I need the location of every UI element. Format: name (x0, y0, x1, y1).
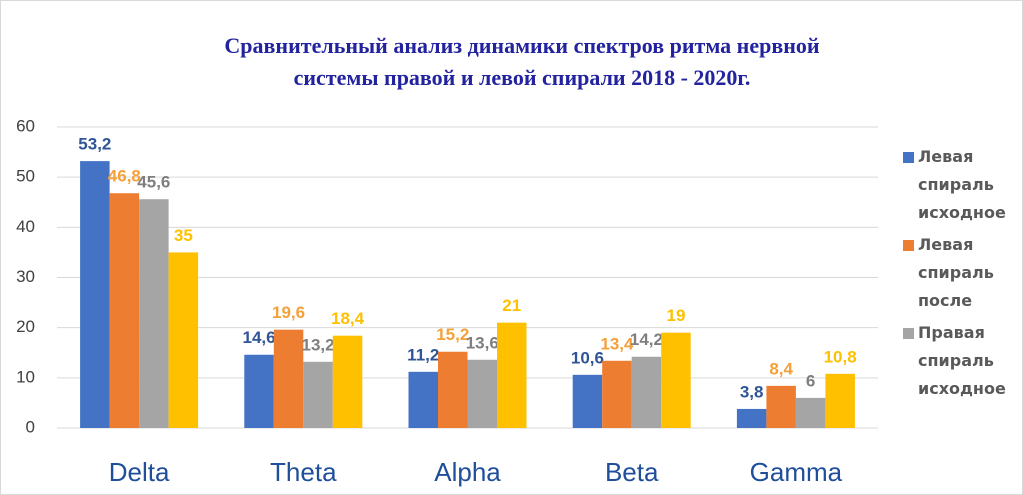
legend-swatch (903, 240, 914, 251)
bar (631, 356, 662, 428)
data-label: 35 (174, 226, 193, 245)
bar (766, 385, 796, 428)
bar (273, 329, 304, 428)
data-label: 18,4 (331, 309, 365, 328)
y-tick-label: 0 (26, 417, 35, 436)
bar (109, 193, 140, 428)
bar (244, 354, 274, 428)
bar (497, 322, 527, 428)
data-label: 13,4 (600, 334, 634, 353)
legend-entry: Правая спираль исходное (903, 319, 1023, 403)
y-tick-label: 20 (16, 317, 35, 336)
bar (332, 335, 363, 428)
data-label: 21 (502, 296, 521, 315)
bar (467, 359, 497, 428)
bar (825, 373, 855, 428)
data-label: 14,2 (630, 330, 663, 349)
bar (438, 351, 468, 428)
bar (303, 361, 333, 428)
data-label: 13,6 (466, 333, 499, 352)
bar (408, 371, 438, 428)
bar (661, 332, 691, 428)
bar (572, 374, 603, 428)
legend-label: Левая спираль исходное (918, 147, 1006, 222)
bar (80, 161, 110, 428)
bar (602, 360, 632, 428)
x-tick-label: Delta (109, 457, 170, 487)
y-tick-label: 10 (16, 367, 35, 386)
data-label: 45,6 (137, 173, 170, 192)
data-label: 15,2 (436, 325, 469, 344)
chart-title: Сравнительный анализ динамики спектров р… (224, 33, 819, 58)
data-label: 3,8 (740, 382, 764, 401)
bar (795, 397, 826, 428)
x-tick-label: Beta (605, 457, 659, 487)
x-tick-label: Alpha (434, 457, 501, 487)
x-tick-label: Theta (270, 457, 337, 487)
legend-entry: Левая спираль исходное (903, 143, 1023, 227)
bar (736, 408, 767, 428)
data-label: 8,4 (769, 359, 793, 378)
legend-swatch (903, 328, 914, 339)
legend-label: Левая спираль после (918, 235, 994, 310)
data-label: 10,6 (571, 348, 604, 367)
chart-title: системы правой и левой спирали 2018 - 20… (294, 65, 751, 90)
x-tick-label: Gamma (750, 457, 843, 487)
data-label: 46,8 (108, 167, 141, 186)
data-label: 13,2 (302, 335, 335, 354)
legend-label: Правая спираль исходное (918, 323, 1006, 398)
legend-swatch (903, 152, 914, 163)
data-label: 6 (806, 371, 815, 390)
y-tick-label: 40 (16, 217, 35, 236)
data-label: 19 (666, 306, 685, 325)
data-label: 10,8 (824, 347, 857, 366)
y-tick-label: 30 (16, 267, 35, 286)
bar (168, 252, 199, 428)
data-label: 11,2 (407, 345, 439, 364)
data-label: 19,6 (272, 303, 305, 322)
legend-entry: Левая спираль после (903, 231, 1023, 315)
data-label: 53,2 (78, 135, 111, 154)
bar (139, 199, 169, 428)
y-tick-label: 60 (16, 116, 35, 135)
data-label: 14,6 (243, 328, 276, 347)
y-tick-label: 50 (16, 167, 35, 186)
